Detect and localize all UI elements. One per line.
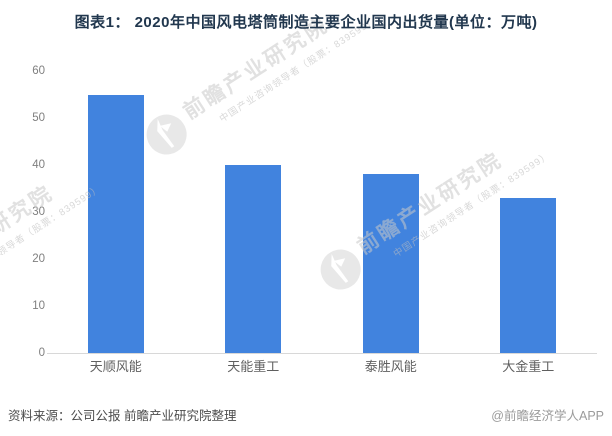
bar-泰胜风能: [362, 174, 419, 353]
data-source-note: 资料来源：公司公报 前瞻产业研究院整理: [8, 409, 237, 423]
y-tick-label: 0: [38, 347, 45, 359]
y-tick-label: 60: [32, 65, 45, 77]
app-credit-note: @前瞻经济学人APP: [491, 409, 604, 423]
y-tick-label: 20: [32, 253, 45, 265]
x-category-label: 天能重工: [227, 359, 280, 374]
bar-大金重工: [500, 197, 557, 353]
y-tick-label: 50: [32, 112, 45, 124]
x-axis-line: [47, 353, 597, 354]
chart-title: 图表1： 2020年中国风电塔筒制造主要企业国内出货量(单位：万吨): [74, 14, 538, 31]
y-tick-label: 30: [32, 206, 45, 218]
x-category-label: 大金重工: [502, 359, 555, 374]
x-category-label: 天顺风能: [89, 359, 142, 374]
y-tick-label: 10: [32, 300, 45, 312]
y-tick-label: 40: [32, 159, 45, 171]
bar-天顺风能: [87, 94, 144, 353]
bar-天能重工: [225, 165, 282, 353]
x-category-label: 泰胜风能: [364, 359, 417, 374]
